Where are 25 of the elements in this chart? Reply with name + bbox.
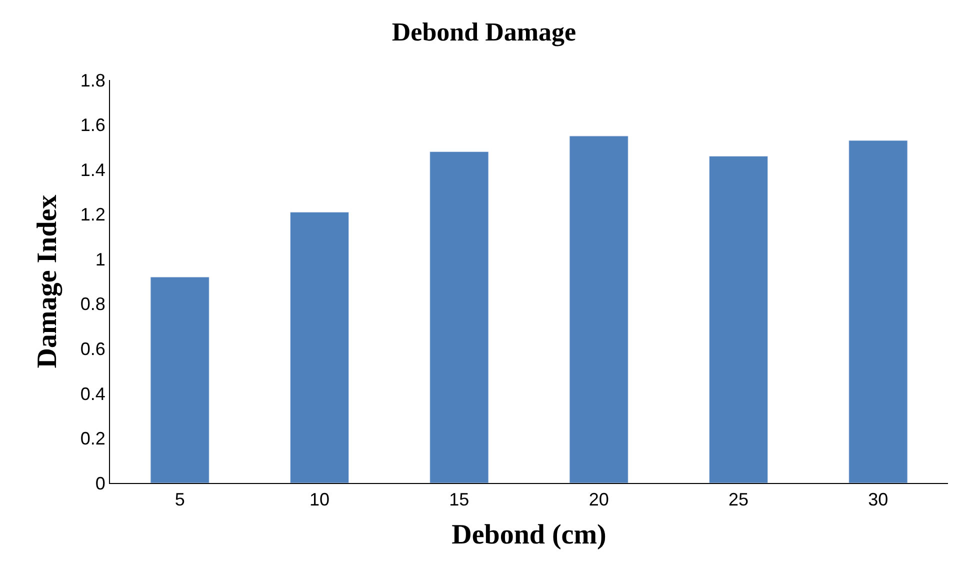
x-tick-label: 30 [868, 490, 888, 510]
x-tick-label: 10 [309, 490, 330, 510]
bar [430, 151, 489, 483]
y-tick-label: 1.8 [80, 70, 106, 90]
y-axis-title: Damage Index [32, 194, 64, 368]
y-tick-label: 0.8 [80, 294, 106, 314]
x-tick-label: 25 [728, 490, 749, 510]
bar [569, 136, 628, 483]
y-tick-label: 1.6 [80, 115, 106, 136]
y-tick-label: 0 [95, 473, 106, 494]
y-tick-label: 1.2 [80, 204, 106, 225]
x-tick-label: 5 [174, 490, 185, 510]
y-tick-label: 0.4 [80, 384, 106, 404]
bar [290, 212, 350, 483]
bar [848, 140, 908, 483]
y-tick-label: 0.6 [80, 338, 106, 359]
chart-title: Debond Damage [392, 18, 576, 47]
x-axis-title: Debond (cm) [452, 520, 606, 551]
y-tick-label: 1 [95, 249, 106, 270]
y-tick-label: 0.2 [80, 428, 106, 449]
bar [150, 276, 210, 483]
x-tick-label: 15 [449, 490, 470, 510]
y-tick-label: 1.4 [80, 160, 106, 180]
x-tick-label: 20 [588, 490, 609, 510]
bar [708, 156, 768, 483]
